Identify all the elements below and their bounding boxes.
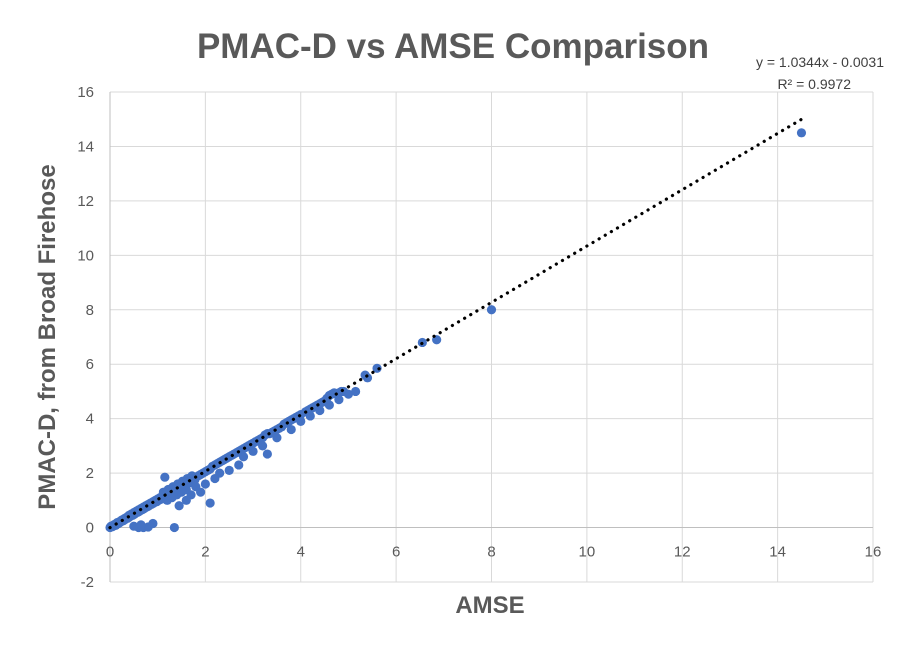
trendline [108,117,804,530]
data-points [105,128,807,533]
y-tick-label: 10 [77,247,94,264]
data-point [129,521,139,531]
data-point [334,395,344,405]
data-point [305,411,315,421]
y-tick-label: 14 [77,138,94,155]
x-tick-label: 4 [297,544,305,561]
data-point [200,479,210,489]
data-point [148,518,158,529]
data-point [372,363,382,373]
data-point [248,446,258,456]
data-point [350,386,361,397]
x-tick-label: 0 [106,544,114,561]
data-point [224,465,234,475]
data-point [215,468,225,478]
y-tick-label: 12 [77,193,94,210]
trendline-path [108,117,804,530]
y-tick-label: 6 [86,356,94,373]
x-tick-label: 2 [201,544,209,561]
data-point [169,522,179,533]
data-point [262,449,272,459]
tick-labels: -2 0 2 4 6 8 10 12 14 16 0 2 4 6 8 10 12 14 16 [77,84,881,591]
data-point [176,487,187,497]
y-tick-label: 2 [86,465,94,482]
data-point [315,405,325,416]
data-point [343,389,354,399]
x-tick-label: 14 [769,544,786,561]
data-point [136,520,146,530]
data-point [796,128,807,138]
data-point [324,400,334,410]
data-point [258,441,268,451]
data-point [272,433,282,443]
x-tick-label: 10 [579,544,596,561]
x-axis-title: AMSE [455,592,524,619]
trendline-r-squared: R² = 0.9972 [777,76,851,92]
data-point [486,305,497,315]
data-point [205,498,215,508]
gridlines [109,91,874,583]
trendline-equation: y = 1.0344x - 0.0031 [756,54,884,70]
y-tick-label: 16 [77,84,94,101]
x-tick-label: 8 [487,544,495,561]
data-point [174,501,184,511]
data-point [238,452,249,462]
y-tick-label: 0 [86,520,94,537]
x-tick-label: 16 [865,544,882,561]
x-tick-label: 6 [392,544,400,561]
chart-title: PMAC-D vs AMSE Comparison [197,27,709,66]
data-point [362,373,373,383]
data-point [286,424,296,435]
data-point [191,482,201,492]
y-tick-label: 4 [86,411,94,428]
data-point [296,416,306,426]
y-tick-label: -2 [81,574,94,591]
data-point [234,460,244,470]
data-point [160,472,170,482]
y-tick-label: 8 [86,302,94,319]
x-tick-label: 12 [674,544,691,561]
y-axis-title: PMAC-D, from Broad Firehose [34,164,61,509]
